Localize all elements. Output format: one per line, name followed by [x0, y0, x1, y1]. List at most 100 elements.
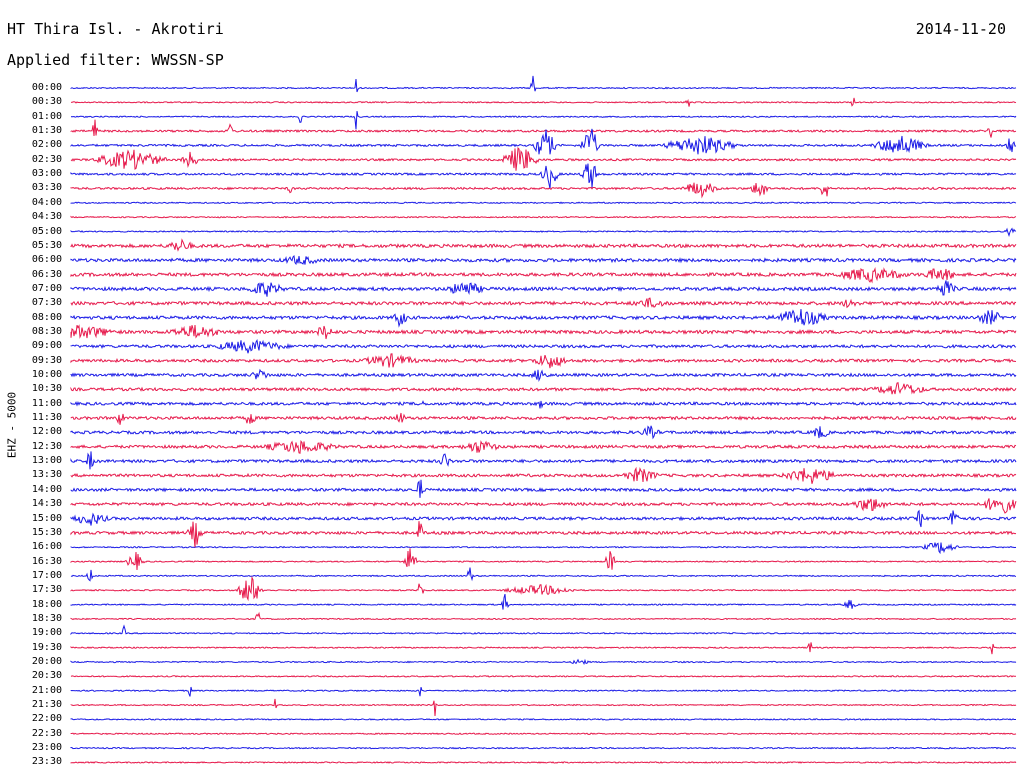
trace-line: [70, 567, 1017, 582]
hour-label: 06:00: [31, 254, 62, 266]
trace-line: [70, 238, 1017, 252]
hour-label: 04:30: [31, 211, 62, 223]
trace-line: [70, 368, 1017, 382]
trace-line: [70, 542, 1017, 555]
trace-line: [70, 698, 1017, 717]
hour-label: 02:00: [31, 139, 62, 151]
hour-label: 07:00: [31, 282, 62, 294]
hour-label: 10:00: [31, 369, 62, 380]
hour-label: 19:00: [31, 627, 62, 639]
hour-label: 13:00: [31, 455, 62, 467]
hour-label: 23:30: [31, 756, 62, 768]
hour-label: 20:00: [31, 656, 62, 667]
trace-line: [70, 658, 1017, 665]
trace-line: [70, 509, 1017, 528]
trace-line: [70, 297, 1017, 309]
hour-label: 03:30: [31, 182, 62, 194]
trace-line: [70, 201, 1017, 205]
trace-line: [70, 254, 1017, 266]
hour-label: 22:00: [31, 713, 62, 725]
trace-line: [70, 439, 1017, 454]
hour-label: 15:30: [31, 526, 62, 538]
hour-label: 09:00: [31, 340, 62, 352]
hour-label: 18:00: [31, 598, 62, 610]
hour-labels: 00:00 00:30 01:00 01:30 02:00 02:30 03:00 03:30…: [0, 0, 70, 780]
trace-line: [70, 119, 1017, 138]
trace-line: [70, 498, 1017, 514]
trace-line: [70, 425, 1017, 440]
hour-label: 17:30: [31, 584, 62, 596]
hour-label: 08:30: [31, 325, 62, 337]
hour-label: 16:30: [31, 555, 62, 567]
hour-label: 05:30: [31, 239, 62, 251]
hour-label: 10:30: [31, 383, 62, 395]
hour-label: 04:00: [31, 196, 62, 208]
trace-line: [70, 266, 1017, 284]
hour-label: 12:30: [31, 440, 62, 452]
hour-label: 11:30: [31, 412, 62, 424]
trace-line: [70, 381, 1017, 395]
hour-label: 15:00: [31, 512, 62, 524]
hour-label: 20:30: [31, 670, 62, 682]
trace-line: [70, 642, 1017, 655]
hour-label: 12:00: [31, 426, 62, 438]
hour-label: 05:00: [31, 225, 62, 237]
station-title: HT Thira Isl. - Akrotiri: [7, 20, 224, 38]
trace-line: [70, 400, 1017, 409]
hour-label: 17:00: [31, 569, 62, 581]
trace-line: [70, 593, 1017, 610]
trace-line: [70, 182, 1017, 199]
trace-line: [70, 575, 1017, 602]
trace-line: [70, 309, 1017, 328]
trace-line: [70, 521, 1017, 548]
hour-label: 18:30: [31, 612, 62, 624]
hour-label: 01:00: [31, 110, 62, 122]
hour-label: 06:30: [31, 268, 62, 280]
hour-label: 11:00: [31, 397, 62, 409]
trace-line: [70, 163, 1017, 190]
trace-line: [70, 611, 1017, 621]
trace-line: [70, 451, 1017, 470]
date-label: 2014-11-20: [915, 20, 1006, 38]
hour-label: 21:30: [31, 699, 62, 711]
hour-label: 02:30: [31, 153, 62, 165]
hour-label: 21:00: [31, 684, 62, 696]
trace-line: [70, 686, 1017, 697]
trace-line: [70, 215, 1017, 219]
hour-label: 00:00: [31, 82, 62, 93]
hour-label: 19:30: [31, 641, 62, 653]
hour-label: 16:00: [31, 541, 62, 553]
hour-label: 07:30: [31, 297, 62, 309]
trace-line: [70, 624, 1017, 636]
trace-line: [70, 548, 1017, 571]
trace-line: [70, 466, 1017, 484]
hour-label: 13:30: [31, 469, 62, 481]
hour-label: 14:00: [31, 483, 62, 495]
trace-line: [70, 128, 1017, 155]
filter-label: Applied filter: WWSSN-SP: [7, 51, 224, 69]
trace-line: [70, 746, 1017, 750]
hour-label: 01:30: [31, 125, 62, 137]
hour-label: 14:30: [31, 498, 62, 510]
trace-line: [70, 479, 1017, 498]
trace-line: [70, 324, 1017, 340]
trace-line: [70, 97, 1017, 107]
trace-line: [70, 718, 1016, 721]
trace-line: [70, 339, 1017, 354]
hour-label: 22:30: [31, 727, 62, 739]
trace-line: [70, 412, 1017, 425]
trace-line: [70, 111, 1017, 130]
hour-label: 23:00: [31, 742, 62, 754]
hour-label: 09:30: [31, 354, 62, 366]
trace-line: [70, 732, 1017, 736]
trace-line: [70, 147, 1017, 171]
trace-line: [70, 761, 1017, 764]
trace-line: [70, 353, 1017, 369]
hour-label: 03:00: [31, 168, 62, 180]
trace-line: [70, 75, 1017, 93]
hour-label: 08:00: [31, 311, 62, 323]
trace-line: [70, 280, 1017, 297]
hour-label: 00:30: [31, 96, 62, 108]
trace-line: [70, 675, 1017, 678]
